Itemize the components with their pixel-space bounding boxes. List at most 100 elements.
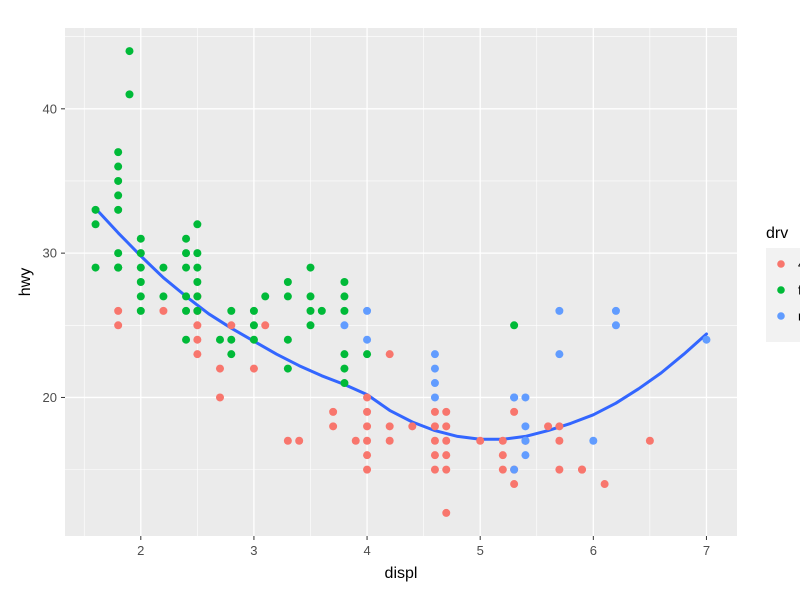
data-point — [283, 335, 292, 344]
data-point — [249, 335, 258, 344]
data-point — [114, 191, 123, 200]
data-point — [136, 249, 145, 258]
data-point — [193, 335, 202, 344]
data-point — [329, 407, 338, 416]
data-point — [329, 422, 338, 431]
smooth-line-layer — [94, 206, 708, 441]
data-point — [363, 335, 372, 344]
data-point — [283, 364, 292, 373]
smooth-line — [94, 206, 708, 441]
data-point — [159, 306, 168, 315]
data-point — [363, 465, 372, 474]
data-point — [136, 234, 145, 243]
data-point — [408, 422, 417, 431]
data-point — [340, 364, 349, 373]
data-point — [215, 335, 224, 344]
data-point — [125, 47, 134, 56]
data-point — [182, 263, 191, 272]
legend-key-point — [777, 260, 785, 268]
data-point — [645, 436, 654, 445]
data-point — [114, 148, 123, 157]
data-point — [363, 436, 372, 445]
y-tick-label: 40 — [43, 101, 57, 116]
data-point — [498, 451, 507, 460]
data-point — [430, 379, 439, 388]
data-point — [114, 162, 123, 171]
x-tick-label: 7 — [703, 543, 710, 558]
data-point — [159, 292, 168, 301]
data-point — [363, 350, 372, 359]
data-point — [430, 451, 439, 460]
data-point — [340, 292, 349, 301]
data-point — [442, 436, 451, 445]
data-point — [510, 321, 519, 330]
data-point — [498, 465, 507, 474]
data-point — [114, 249, 123, 258]
data-point — [215, 393, 224, 402]
y-axis-title: hwy — [17, 268, 34, 296]
data-point — [510, 393, 519, 402]
data-point — [193, 306, 202, 315]
data-point — [442, 508, 451, 517]
data-point — [306, 306, 315, 315]
data-point — [521, 393, 530, 402]
legend-label: f — [798, 283, 800, 298]
points-layer — [91, 47, 711, 517]
data-point — [215, 364, 224, 373]
data-point — [193, 249, 202, 258]
data-point — [91, 205, 100, 214]
x-tick-label: 3 — [250, 543, 257, 558]
data-point — [159, 263, 168, 272]
data-point — [114, 321, 123, 330]
x-tick-label: 6 — [590, 543, 597, 558]
data-point — [476, 436, 485, 445]
data-point — [114, 205, 123, 214]
data-point — [555, 350, 564, 359]
data-point — [317, 306, 326, 315]
data-point — [249, 321, 258, 330]
data-point — [363, 422, 372, 431]
data-point — [510, 480, 519, 489]
legend-key-point — [777, 312, 785, 320]
data-point — [430, 364, 439, 373]
data-point — [351, 436, 360, 445]
data-point — [227, 306, 236, 315]
data-point — [283, 278, 292, 286]
data-point — [227, 350, 236, 359]
data-point — [442, 422, 451, 431]
data-point — [363, 407, 372, 416]
legend-title: drv — [766, 225, 788, 242]
data-point — [430, 436, 439, 445]
data-point — [430, 422, 439, 431]
data-point — [611, 306, 620, 315]
data-point — [611, 321, 620, 330]
axes-layer: 2 3 4 5 6 7 20 30 40 — [43, 101, 711, 558]
data-point — [114, 176, 123, 185]
data-point — [114, 263, 123, 272]
data-point — [249, 364, 258, 373]
data-point — [363, 306, 372, 315]
data-point — [227, 321, 236, 330]
data-point — [261, 321, 270, 330]
data-point — [306, 263, 315, 272]
data-point — [136, 306, 145, 315]
data-point — [249, 306, 258, 315]
data-point — [182, 335, 191, 344]
data-point — [136, 263, 145, 272]
data-point — [363, 451, 372, 460]
data-point — [340, 306, 349, 315]
data-point — [442, 407, 451, 416]
data-point — [340, 379, 349, 388]
x-axis-title: displ — [385, 565, 418, 582]
x-tick-label: 4 — [363, 543, 370, 558]
data-point — [600, 480, 609, 489]
data-point — [306, 292, 315, 301]
data-point — [306, 321, 315, 330]
data-point — [555, 465, 564, 474]
data-point — [136, 292, 145, 301]
data-point — [430, 465, 439, 474]
data-point — [363, 393, 372, 402]
data-point — [182, 292, 191, 301]
data-point — [227, 335, 236, 344]
data-point — [555, 422, 564, 431]
